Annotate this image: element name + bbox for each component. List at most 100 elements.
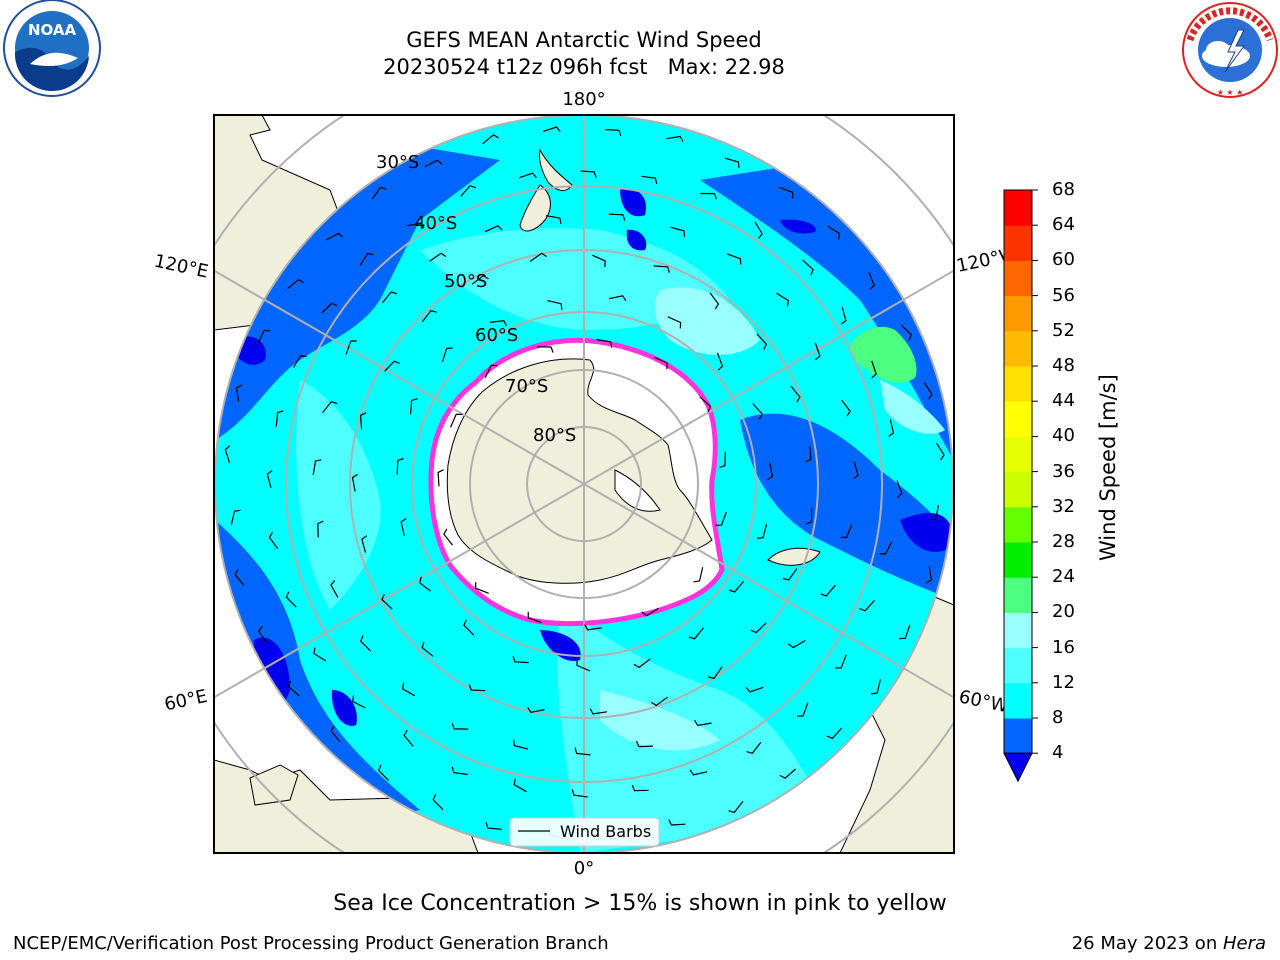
wind-barb xyxy=(489,319,508,327)
wind-barb xyxy=(868,272,875,290)
wind-barb xyxy=(670,226,686,237)
colorbar-tick-label: 32 xyxy=(1052,495,1075,517)
wind-barb xyxy=(292,354,307,368)
wind-barb xyxy=(441,347,453,362)
colorbar-tick-label: 20 xyxy=(1052,601,1075,623)
lon-label-0: 0° xyxy=(574,858,594,879)
wind-barb xyxy=(268,531,279,549)
colorbar-label: Wind Speed [m/s] xyxy=(1096,374,1120,561)
wind-barb xyxy=(384,360,401,372)
chart-title: GEFS MEAN Antarctic Wind Speed xyxy=(406,28,762,52)
wind-barb xyxy=(776,292,790,307)
wind-barb xyxy=(545,215,562,224)
wind-barb xyxy=(484,364,498,379)
nws-logo: ★ ★ ★ xyxy=(1182,2,1278,98)
wind-barb xyxy=(257,329,271,344)
wind-barb xyxy=(641,175,658,185)
wind-barb xyxy=(351,473,358,492)
wind-barb xyxy=(805,507,813,525)
wind-barb xyxy=(605,129,622,137)
wind-barb xyxy=(322,401,338,413)
colorbar-segment xyxy=(1004,295,1032,332)
wind-barb xyxy=(888,419,895,437)
wind-barb xyxy=(543,126,561,133)
wind-barb xyxy=(827,225,841,240)
colorbar-tick-label: 60 xyxy=(1052,249,1075,271)
lat-label-60s: 60°S xyxy=(475,325,518,346)
wind-barb xyxy=(752,403,763,420)
wind-barb xyxy=(381,593,393,610)
wind-barb xyxy=(377,764,390,781)
colorbar-tick-label: 40 xyxy=(1052,425,1075,447)
wind-barb xyxy=(224,445,231,464)
lon-label-60e: 60°E xyxy=(163,686,210,716)
wind-barb xyxy=(235,384,242,402)
wind-barb xyxy=(485,822,502,830)
wind-barb xyxy=(536,346,554,353)
wind-barb xyxy=(666,135,684,142)
noaa-text: NOAA xyxy=(28,21,77,39)
wind-barb xyxy=(653,265,670,273)
wind-barb xyxy=(424,159,443,168)
wind-barb xyxy=(689,769,708,776)
wind-barb xyxy=(547,300,563,310)
wind-barb xyxy=(513,778,527,793)
wind-barb xyxy=(450,413,463,428)
wind-barb xyxy=(406,222,425,229)
wind-barb xyxy=(287,680,300,697)
wind-barb xyxy=(899,624,911,640)
wind-barb xyxy=(654,356,668,370)
wind-barb xyxy=(484,225,503,233)
footer-right: 26 May 2023 on Hera xyxy=(1072,933,1266,954)
wind-barb xyxy=(699,396,712,413)
wind-barb xyxy=(325,232,344,241)
sea-ice-note: Sea Ice Concentration > 15% is shown in … xyxy=(333,891,947,916)
colorbar-segment xyxy=(1004,366,1032,402)
wind-barb xyxy=(667,316,682,329)
wind-barb xyxy=(693,567,704,583)
wind-barb xyxy=(724,157,740,169)
wind-barb xyxy=(716,352,724,371)
wind-barb xyxy=(788,639,806,649)
wind-barb xyxy=(782,568,798,581)
wind-barb xyxy=(403,729,414,747)
wind-barb xyxy=(596,339,613,348)
wind-barb xyxy=(802,259,814,276)
colorbar-tick-label: 44 xyxy=(1052,390,1075,412)
wind-barb xyxy=(608,213,626,221)
colorbar-tick-label: 68 xyxy=(1052,179,1075,200)
wind-barb xyxy=(451,766,468,776)
wind-barb xyxy=(275,410,284,427)
lat-label-30s: 30°S xyxy=(376,152,419,173)
wind-barb xyxy=(396,457,404,475)
wind-barb xyxy=(635,740,653,748)
wind-barb xyxy=(879,541,893,555)
wind-barb xyxy=(650,696,668,707)
wind-barb xyxy=(512,655,529,664)
footer-machine: Hera xyxy=(1222,933,1266,954)
wind-barb xyxy=(779,768,797,779)
colorbar-segment xyxy=(1004,471,1032,508)
wind-barb xyxy=(571,789,588,798)
wind-barb xyxy=(840,524,853,539)
lat-label-40s: 40°S xyxy=(414,213,457,234)
colorbar-tick-label: 16 xyxy=(1052,636,1075,658)
wind-barb xyxy=(330,580,339,598)
wind-barb xyxy=(527,611,542,624)
wind-barb xyxy=(312,459,322,475)
colorbar-tick-label: 56 xyxy=(1052,284,1075,306)
lon-label-120e: 120°E xyxy=(152,251,210,283)
wind-barb xyxy=(418,576,432,592)
wind-barb xyxy=(727,253,742,265)
wind-barb xyxy=(287,278,304,290)
antarctica xyxy=(428,148,821,627)
wind-barb xyxy=(421,641,434,657)
wind-barb xyxy=(790,385,801,403)
wind-barb xyxy=(345,340,357,355)
wind-barb xyxy=(900,324,913,341)
wind-barb xyxy=(592,254,606,267)
colorbar-tick-label: 8 xyxy=(1052,707,1064,728)
wind-barb xyxy=(580,170,597,178)
wind-barb xyxy=(852,461,859,480)
wind-barb xyxy=(589,708,607,715)
